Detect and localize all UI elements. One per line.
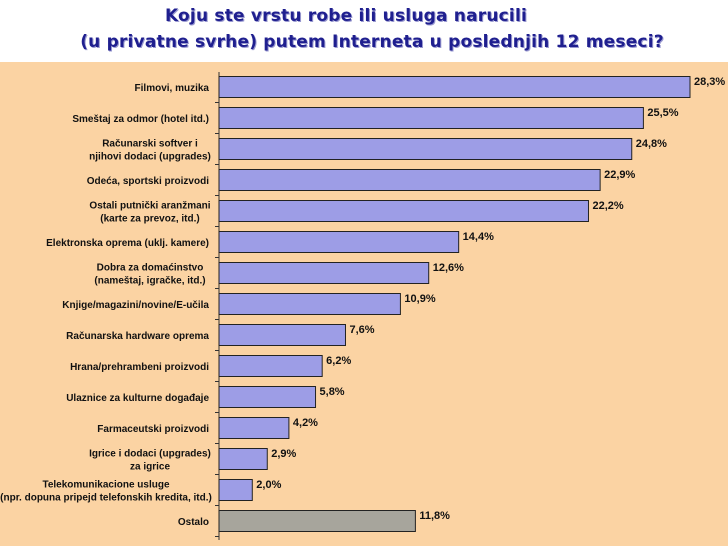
category-label-9: Hrana/prehrambeni proizvodi: [70, 362, 209, 373]
bar-8: [218, 324, 346, 346]
category-label-13: Telekomunikacione usluge (npr. dopuna pri…: [0, 480, 212, 504]
value-label-8: 7,6%: [349, 324, 374, 336]
category-label-5: Elektronska oprema (uklj. kamere): [46, 238, 209, 249]
category-label-8: Računarska hardware oprema: [66, 331, 209, 342]
bar-14: [218, 510, 416, 532]
category-label-10: Ulaznice za kulturne događaje: [66, 393, 209, 404]
category-label-0: Filmovi, muzika: [135, 83, 210, 94]
chart-title-line-1: Koju ste vrstu robe ili usluga narucili: [164, 6, 528, 26]
value-label-6: 12,6%: [433, 262, 464, 274]
category-label-3: Odeća, sportski proizvodi: [87, 176, 209, 187]
bar-9: [218, 355, 323, 377]
bar-3: [218, 169, 601, 191]
value-label-11: 4,2%: [293, 417, 318, 429]
bar-12: [218, 448, 268, 470]
value-label-12: 2,9%: [271, 448, 296, 460]
bar-2: [218, 138, 633, 160]
value-label-13: 2,0%: [256, 479, 281, 491]
bar-4: [218, 200, 589, 222]
value-label-2: 24,8%: [636, 138, 667, 150]
bar-0: [218, 76, 691, 98]
value-label-5: 14,4%: [463, 231, 494, 243]
value-label-9: 6,2%: [326, 355, 351, 367]
value-label-0: 28,3%: [694, 76, 725, 88]
value-label-1: 25,5%: [647, 107, 678, 119]
value-label-14: 11,8%: [419, 510, 450, 522]
value-label-10: 5,8%: [320, 386, 345, 398]
bar-11: [218, 417, 290, 439]
category-label-12: Igrice i dodaci (upgrades) za igrice: [89, 449, 211, 473]
category-label-7: Knjige/magazini/novine/E-učila: [62, 300, 209, 311]
bar-5: [218, 231, 460, 253]
category-label-6: Dobra za domaćinstvo (nameštaj, igračke, …: [94, 263, 205, 287]
bar-7: [218, 293, 401, 315]
value-label-7: 10,9%: [404, 293, 435, 305]
value-label-4: 22,2%: [592, 200, 623, 212]
category-label-14: Ostalo: [178, 517, 209, 528]
bar-6: [218, 262, 430, 284]
title-area: Koju ste vrstu robe ili usluga narucili …: [0, 0, 728, 62]
category-label-11: Farmaceutski proizvodi: [97, 424, 209, 435]
value-label-3: 22,9%: [604, 169, 635, 181]
category-label-4: Ostali putnički aranžmani (karte za prevo…: [89, 201, 210, 225]
category-label-1: Smeštaj za odmor (hotel itd.): [72, 114, 209, 125]
bar-13: [218, 479, 253, 501]
bar-1: [218, 107, 644, 129]
bar-10: [218, 386, 317, 408]
category-label-2: Računarski softver i njihovi dodaci (upgr…: [89, 139, 211, 163]
chart-title-line-2: (u privatne svrhe) putem Interneta u pos…: [80, 32, 664, 52]
